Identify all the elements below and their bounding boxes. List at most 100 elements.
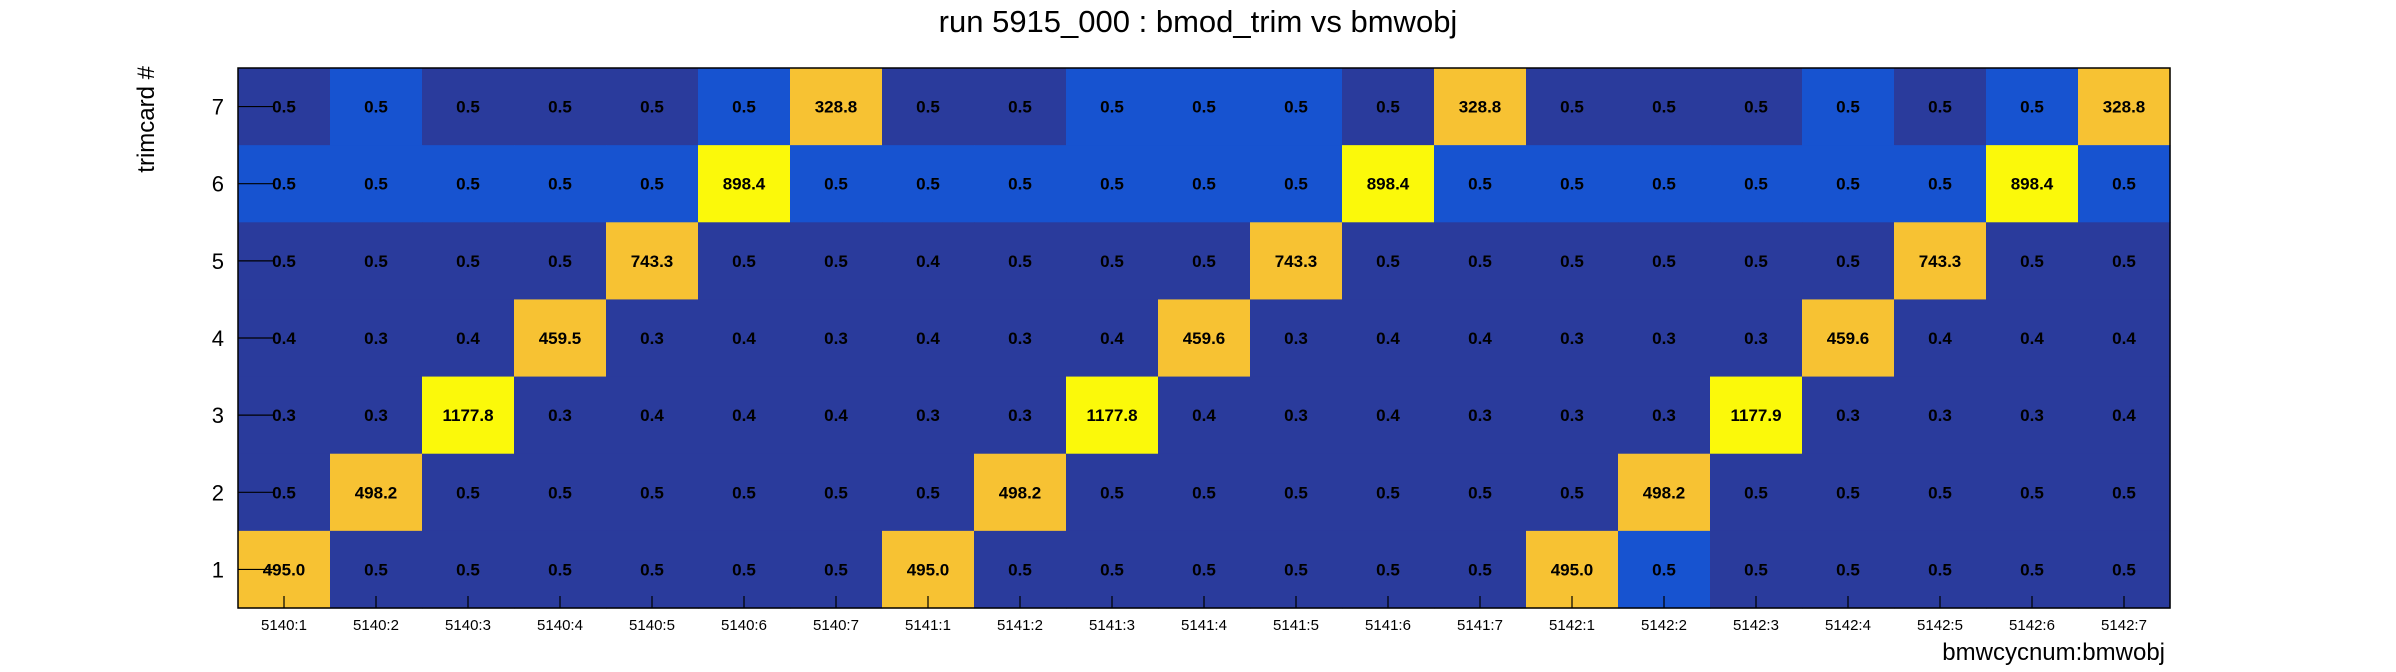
heatmap-cell (1066, 68, 1159, 146)
heatmap-cell (1618, 222, 1711, 301)
cell-value-label: 459.6 (1183, 329, 1226, 348)
cell-value-label: 0.5 (1008, 252, 1032, 271)
cell-value-label: 0.4 (1376, 329, 1400, 348)
heatmap-cell (606, 530, 699, 609)
y-tick-label: 1 (212, 557, 224, 582)
heatmap-cell (422, 453, 515, 532)
heatmap-cell (698, 530, 791, 609)
chart-title: run 5915_000 : bmod_trim vs bmwobj (939, 4, 1458, 39)
cell-value-label: 0.4 (1376, 406, 1400, 425)
heatmap-cell (1710, 453, 1803, 532)
cell-value-label: 0.4 (1468, 329, 1492, 348)
heatmap-cell (698, 68, 791, 146)
cell-value-label: 0.5 (1928, 560, 1952, 579)
y-tick-label: 7 (212, 95, 224, 120)
heatmap-cell (1158, 68, 1251, 146)
cell-value-label: 0.5 (456, 175, 480, 194)
x-tick-label: 5141:1 (905, 617, 951, 634)
cell-value-label: 0.5 (1100, 252, 1124, 271)
cell-value-label: 0.3 (2020, 406, 2044, 425)
heatmap-cell (1802, 376, 1895, 455)
cell-value-label: 0.5 (1192, 483, 1216, 502)
cell-value-label: 0.5 (2112, 560, 2136, 579)
heatmap-cell (1342, 376, 1435, 455)
heatmap-cell (330, 299, 423, 378)
cell-value-label: 0.5 (456, 483, 480, 502)
cell-value-label: 743.3 (1275, 252, 1318, 271)
cell-value-label: 0.5 (824, 175, 848, 194)
heatmap-cell (1342, 145, 1435, 223)
y-tick-label: 6 (212, 172, 224, 197)
heatmap-cell (1802, 222, 1895, 301)
heatmap-cell (1618, 530, 1711, 609)
cell-value-label: 0.4 (916, 329, 940, 348)
heatmap-cell (1986, 222, 2079, 301)
heatmap-cell (1066, 376, 1159, 455)
cell-value-label: 0.3 (1652, 329, 1676, 348)
heatmap-cell (882, 376, 975, 455)
heatmap-cell (2078, 222, 2171, 301)
heatmap-cell (1894, 145, 1987, 223)
cell-value-label: 328.8 (1459, 98, 1502, 117)
cell-value-label: 459.6 (1827, 329, 1870, 348)
cell-value-label: 0.5 (824, 560, 848, 579)
heatmap-cell (1250, 376, 1343, 455)
y-tick-label: 2 (212, 480, 224, 505)
heatmap-cell (1526, 145, 1619, 223)
heatmap-cell (330, 453, 423, 532)
cell-value-label: 0.5 (1560, 98, 1584, 117)
heatmap-cell (1802, 453, 1895, 532)
heatmap-cell (1618, 145, 1711, 223)
x-axis-ticks: 5140:1 5140:2 5140:3 5140:4 5140:5 5140:6 5140… (261, 596, 2147, 634)
cell-value-label: 0.3 (1928, 406, 1952, 425)
heatmap-cell (1526, 222, 1619, 301)
heatmap-cell (790, 453, 883, 532)
cell-value-label: 0.3 (548, 406, 572, 425)
heatmap-cell (1250, 299, 1343, 378)
cell-value-label: 0.5 (456, 252, 480, 271)
heatmap-cell (1526, 530, 1619, 609)
cell-value-label: 898.4 (2011, 175, 2054, 194)
heatmap-cell (606, 299, 699, 378)
cell-value-label: 0.5 (2020, 252, 2044, 271)
cell-value-label: 0.5 (2020, 560, 2044, 579)
cell-value-label: 0.5 (1192, 252, 1216, 271)
heatmap-cell (974, 145, 1067, 223)
heatmap-cell (790, 145, 883, 223)
heatmap-cell (1986, 453, 2079, 532)
heatmap-cell (330, 530, 423, 609)
cell-value-label: 0.3 (1652, 406, 1676, 425)
cell-value-label: 0.5 (548, 483, 572, 502)
cell-value-label: 0.5 (1192, 98, 1216, 117)
heatmap-cell (974, 530, 1067, 609)
cell-value-label: 0.5 (916, 175, 940, 194)
heatmap-cell (1618, 453, 1711, 532)
cell-value-label: 0.3 (364, 329, 388, 348)
cell-value-label: 0.5 (1560, 175, 1584, 194)
heatmap-cell (790, 299, 883, 378)
cell-value-label: 0.3 (1468, 406, 1492, 425)
heatmap-cell (1710, 145, 1803, 223)
cell-value-label: 0.5 (916, 98, 940, 117)
cell-value-label: 0.5 (1100, 560, 1124, 579)
heatmap-cell (1434, 222, 1527, 301)
cell-value-label: 495.0 (1551, 560, 1594, 579)
cell-value-label: 1177.8 (442, 406, 493, 425)
heatmap-cell (2078, 68, 2171, 146)
cell-value-label: 0.5 (364, 175, 388, 194)
cell-value-label: 0.3 (364, 406, 388, 425)
cell-value-label: 0.3 (1744, 329, 1768, 348)
heatmap-cell (1066, 453, 1159, 532)
heatmap-cell (1066, 222, 1159, 301)
cell-value-label: 0.5 (1744, 98, 1768, 117)
heatmap-cell (1802, 68, 1895, 146)
heatmap-cell (2078, 376, 2171, 455)
cell-value-label: 0.5 (824, 483, 848, 502)
cell-value-label: 898.4 (723, 175, 766, 194)
heatmap-cell (514, 530, 607, 609)
heatmap-cell (1526, 68, 1619, 146)
heatmap-cell (882, 68, 975, 146)
cell-value-label: 0.4 (640, 406, 664, 425)
heatmap-cell (1894, 222, 1987, 301)
